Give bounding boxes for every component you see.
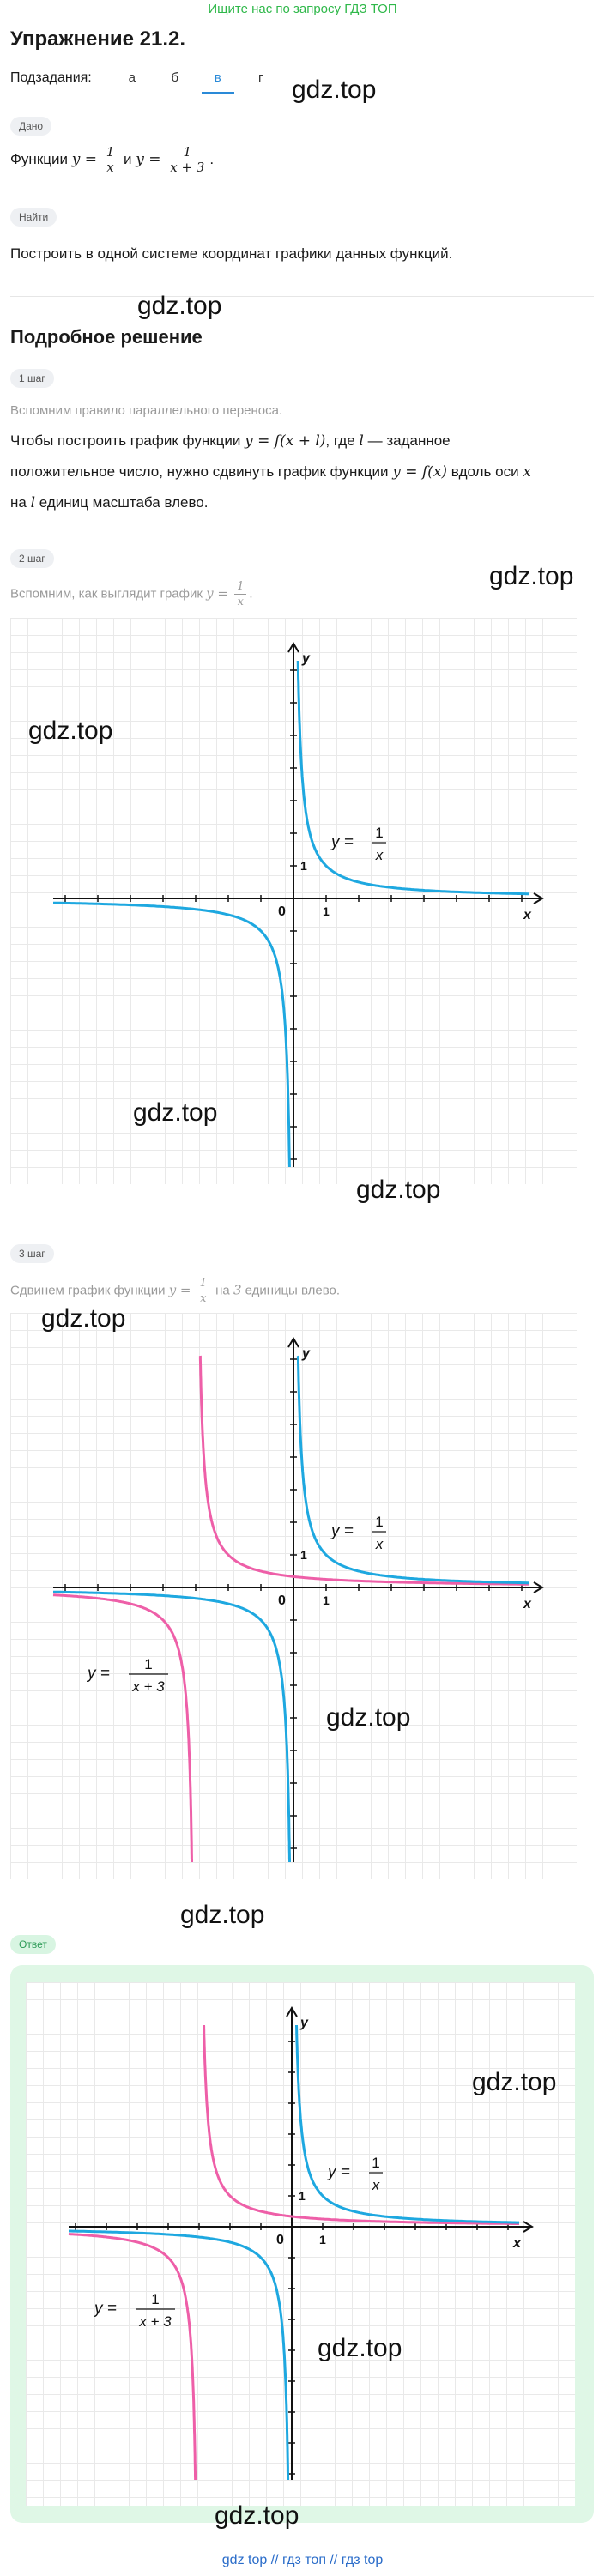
- f1-den-label: x: [375, 847, 384, 863]
- f1-den-label: x: [372, 2177, 380, 2193]
- hyperbola-left-branch: [53, 901, 291, 1167]
- unit-x-label: 1: [319, 2233, 326, 2246]
- x-axis-arrow: [533, 892, 544, 904]
- step3-pill: 3 шаг: [10, 1244, 54, 1263]
- x-axis-label: x: [523, 908, 532, 922]
- watermark: gdz.top: [356, 1176, 441, 1204]
- watermark: gdz.top: [41, 1304, 126, 1333]
- origin-label: 0: [276, 2233, 284, 2247]
- step1-hint: Вспомним правило параллельного переноса.: [10, 403, 283, 418]
- y-axis-arrow: [286, 2006, 298, 2017]
- x-axis-label: x: [512, 2236, 522, 2251]
- x-axis-arrow: [523, 2221, 534, 2233]
- top-banner-link[interactable]: Ищите нас по запросу ГДЗ ТОП: [208, 2, 397, 16]
- f2-den-label: x + 3: [138, 2313, 172, 2330]
- hyperbola-left-branch: [53, 1590, 291, 1862]
- graph-1: y x 0 1 1 y = 1 x: [10, 618, 577, 1184]
- y-axis-label: y: [301, 1346, 311, 1361]
- f2-den-label: x + 3: [131, 1678, 165, 1695]
- divider: [10, 296, 594, 297]
- watermark: gdz.top: [489, 562, 574, 590]
- watermark: gdz.top: [28, 717, 113, 745]
- f1-eq-label: y =: [330, 833, 354, 851]
- hyperbola-right-branch: [295, 2025, 519, 2224]
- find-pill: Найти: [10, 208, 57, 227]
- y-axis-label: y: [301, 651, 311, 666]
- graph-canvas: y x 0 1 1 y = 1 x: [53, 642, 544, 1167]
- step1-text-line3: на l единиц масштаба влево.: [10, 494, 209, 511]
- hyperbola-right-branch: [296, 1355, 529, 1585]
- subtask-tabs: Подзадания: а б в г: [10, 57, 605, 100]
- watermark: gdz.top: [180, 1901, 265, 1929]
- tab-g[interactable]: г: [257, 70, 263, 85]
- watermark: gdz.top: [137, 292, 222, 320]
- f1-num-label: 1: [375, 1514, 383, 1530]
- f1-num-label: 1: [372, 2155, 379, 2171]
- watermark: gdz.top: [215, 2501, 299, 2530]
- shifted-hyperbola-left-branch: [52, 1593, 193, 1862]
- origin-label: 0: [278, 1593, 286, 1608]
- shifted-hyperbola-right-branch: [198, 1355, 529, 1586]
- watermark: gdz.top: [326, 1703, 411, 1732]
- watermark: gdz.top: [133, 1098, 218, 1127]
- tab-a[interactable]: а: [128, 70, 136, 85]
- step1-pill: 1 шаг: [10, 369, 54, 388]
- watermark: gdz.top: [318, 2334, 402, 2362]
- graph-canvas: y x 0 1 1 y = 1 x y = 1 x + 3: [52, 1337, 544, 1862]
- unit-y-label: 1: [300, 859, 307, 873]
- f2-num-label: 1: [151, 2291, 159, 2307]
- footer-links[interactable]: gdz top // гдз топ // гдз top: [221, 2553, 384, 2567]
- step1-text-line2: положительное число, нужно сдвинуть граф…: [10, 463, 531, 481]
- unit-x-label: 1: [323, 904, 330, 918]
- subtasks-label: Подзадания:: [10, 70, 92, 85]
- y-axis-arrow: [287, 1337, 299, 1348]
- tab-v[interactable]: в: [197, 63, 239, 94]
- f1-den-label: x: [375, 1536, 384, 1552]
- f2-num-label: 1: [144, 1656, 152, 1672]
- step1-text-line1: Чтобы построить график функции y = f(x +…: [10, 432, 451, 450]
- f1-num-label: 1: [375, 825, 383, 841]
- hyperbola-right-branch: [296, 661, 529, 896]
- unit-y-label: 1: [299, 2189, 306, 2203]
- graph-answer: y x 0 1 1 y = 1 x y = 1 x + 3: [26, 1982, 575, 2506]
- f1-eq-label: y =: [326, 2163, 350, 2181]
- origin-label: 0: [278, 904, 286, 919]
- graph-canvas: y x 0 1 1 y = 1 x y = 1 x + 3: [68, 2006, 534, 2480]
- graph-2: y x 0 1 1 y = 1 x y = 1 x + 3: [10, 1313, 577, 1879]
- y-axis-arrow: [287, 642, 299, 653]
- f2-eq-label: y =: [93, 2300, 117, 2318]
- solution-title: Подробное решение: [10, 326, 203, 348]
- watermark: gdz.top: [472, 2068, 557, 2096]
- watermark: gdz.top: [292, 76, 377, 104]
- x-axis-arrow: [533, 1581, 544, 1593]
- y-axis-label: y: [299, 2016, 309, 2030]
- given-pill: Дано: [10, 117, 52, 136]
- unit-y-label: 1: [300, 1548, 307, 1562]
- f2-eq-label: y =: [86, 1665, 110, 1683]
- find-text: Построить в одной системе координат граф…: [10, 245, 453, 262]
- hyperbola-left-branch: [69, 2229, 290, 2480]
- f1-eq-label: y =: [330, 1522, 354, 1540]
- x-axis-label: x: [523, 1597, 532, 1612]
- tab-b[interactable]: б: [171, 70, 179, 85]
- page-title: Упражнение 21.2.: [10, 27, 186, 51]
- answer-pill: Ответ: [10, 1935, 56, 1954]
- step2-pill: 2 шаг: [10, 549, 54, 568]
- shifted-hyperbola-left-branch: [68, 2233, 197, 2480]
- shifted-hyperbola-right-branch: [203, 2025, 519, 2225]
- unit-x-label: 1: [323, 1593, 330, 1607]
